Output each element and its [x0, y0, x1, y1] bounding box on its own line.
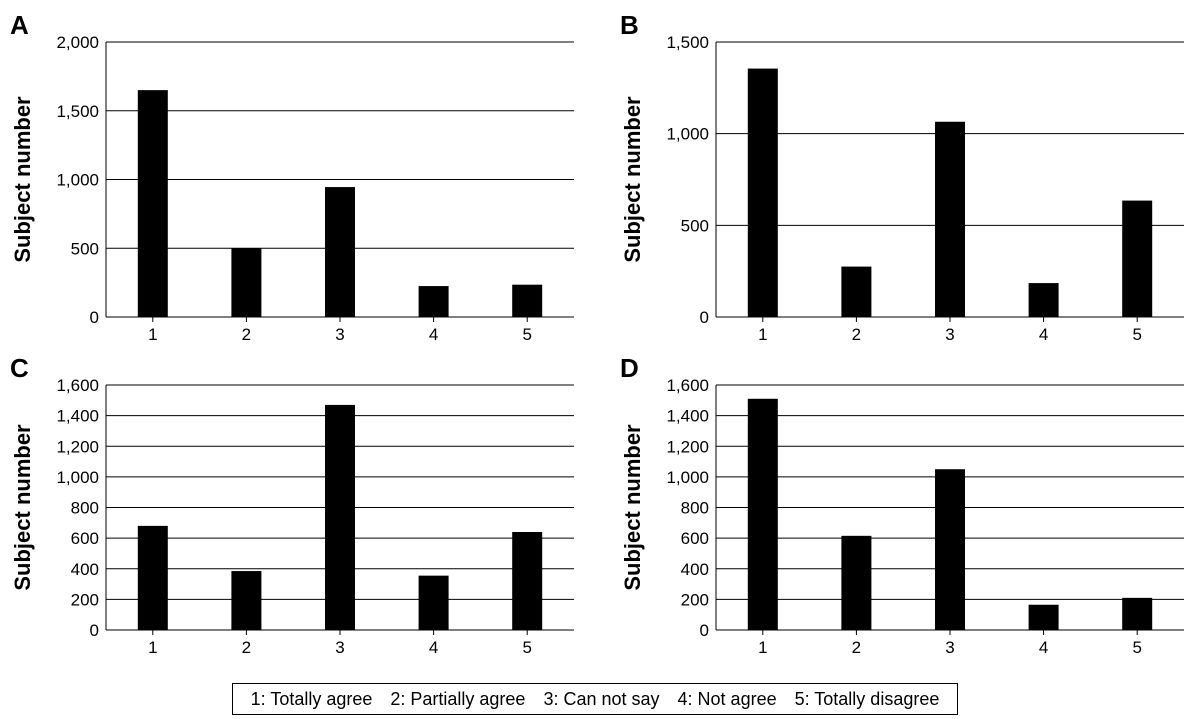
x-tick-label: 1 — [758, 638, 767, 657]
bar-4 — [418, 575, 449, 630]
y-axis-title: Subject number — [620, 96, 645, 263]
panel-label: D — [620, 353, 639, 383]
bar-5 — [1122, 200, 1153, 317]
y-tick-label: 1,200 — [56, 437, 99, 456]
bar-2 — [231, 571, 262, 630]
y-tick-label: 200 — [71, 590, 99, 609]
y-tick-label: 200 — [681, 590, 709, 609]
x-tick-label: 4 — [429, 638, 438, 657]
x-tick-label: 4 — [1039, 325, 1048, 344]
bar-1 — [747, 68, 778, 317]
bar-2 — [841, 535, 872, 630]
x-tick-label: 2 — [242, 325, 251, 344]
bar-5 — [512, 532, 543, 630]
legend: 1: Totally agree 2: Partially agree 3: C… — [232, 683, 958, 715]
panel-b: 0 500 1,000 1,500 1 2 3 4 5 Subject number B — [620, 10, 1184, 344]
bar-2 — [841, 266, 872, 317]
panel-label: B — [620, 10, 639, 40]
bar-4 — [418, 286, 449, 317]
y-tick-label: 400 — [681, 560, 709, 579]
y-tick-label: 600 — [681, 529, 709, 548]
y-tick-label: 1,500 — [56, 102, 99, 121]
y-tick-label: 1,400 — [666, 407, 709, 426]
x-tick-label: 2 — [242, 638, 251, 657]
legend-item-3: 3: Can not say — [543, 688, 660, 709]
y-tick-label: 2,000 — [56, 33, 99, 52]
y-tick-label: 1,000 — [56, 468, 99, 487]
y-axis-title: Subject number — [10, 424, 35, 591]
bar-3 — [935, 121, 965, 317]
x-tick-label: 2 — [852, 638, 861, 657]
x-tick-label: 3 — [945, 325, 954, 344]
bar-5 — [1122, 597, 1153, 630]
y-tick-label: 1,200 — [666, 437, 709, 456]
y-tick-label: 500 — [71, 239, 99, 258]
y-tick-label: 0 — [700, 308, 709, 327]
legend-item-1: 1: Totally agree — [250, 688, 373, 709]
x-tick-label: 4 — [429, 325, 438, 344]
x-tick-label: 1 — [148, 325, 157, 344]
y-tick-label: 600 — [71, 529, 99, 548]
bar-3 — [325, 404, 355, 630]
y-tick-label: 800 — [71, 499, 99, 518]
y-tick-label: 0 — [700, 621, 709, 640]
bar-5 — [512, 284, 543, 317]
y-axis-title: Subject number — [620, 424, 645, 591]
x-tick-label: 4 — [1039, 638, 1048, 657]
panel-a: 0 500 1,000 1,500 2,000 1 2 3 4 5 Subject number A — [10, 10, 574, 344]
bar-4 — [1028, 283, 1059, 317]
x-tick-label: 5 — [522, 638, 531, 657]
y-tick-label: 1,600 — [666, 376, 709, 395]
x-tick-label: 5 — [1132, 325, 1141, 344]
y-tick-label: 1,000 — [666, 125, 709, 144]
x-tick-label: 2 — [852, 325, 861, 344]
bar-1 — [747, 398, 778, 630]
y-tick-label: 1,000 — [666, 468, 709, 487]
panel-d: 0 200 400 600 800 1,000 1,200 1,400 1,600 1 2 3 4 5 Su… — [620, 353, 1184, 657]
x-tick-label: 5 — [522, 325, 531, 344]
y-tick-label: 0 — [90, 308, 99, 327]
bar-1 — [137, 90, 168, 317]
panel-label: A — [10, 10, 29, 40]
bar-1 — [137, 525, 168, 630]
x-tick-label: 1 — [148, 638, 157, 657]
y-tick-label: 800 — [681, 499, 709, 518]
y-tick-label: 0 — [90, 621, 99, 640]
legend-item-4: 4: Not agree — [677, 688, 777, 709]
x-tick-label: 3 — [945, 638, 954, 657]
y-tick-label: 1,500 — [666, 33, 709, 52]
bar-3 — [935, 469, 965, 630]
bar-4 — [1028, 604, 1059, 630]
x-tick-label: 3 — [335, 325, 344, 344]
y-tick-label: 400 — [71, 560, 99, 579]
y-tick-label: 1,600 — [56, 376, 99, 395]
panel-label: C — [10, 353, 29, 383]
x-tick-label: 3 — [335, 638, 344, 657]
y-tick-label: 500 — [681, 216, 709, 235]
bar-3 — [325, 187, 355, 317]
legend-item-2: 2: Partially agree — [390, 688, 526, 709]
bar-2 — [231, 248, 262, 317]
x-tick-label: 1 — [758, 325, 767, 344]
y-tick-label: 1,000 — [56, 171, 99, 190]
legend-item-5: 5: Totally disagree — [794, 688, 940, 709]
panel-c: 0 200 400 600 800 1,000 1,200 1,400 1,600 1 2 3 4 5 Su… — [10, 353, 574, 657]
y-tick-label: 1,400 — [56, 407, 99, 426]
x-tick-label: 5 — [1132, 638, 1141, 657]
y-axis-title: Subject number — [10, 96, 35, 263]
